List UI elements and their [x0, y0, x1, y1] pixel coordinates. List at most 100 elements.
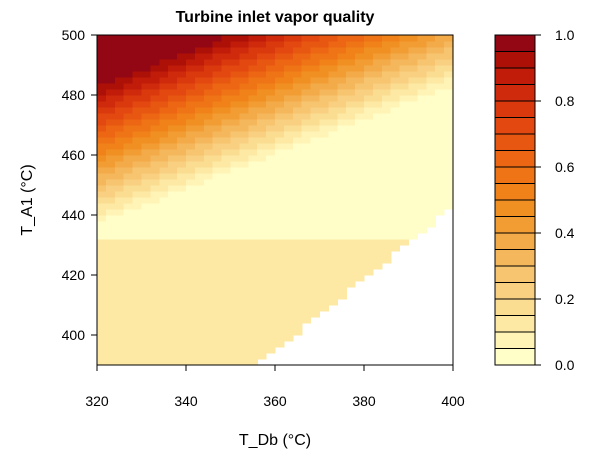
- heatmap-cell: [283, 239, 294, 246]
- heatmap-cell: [230, 203, 240, 210]
- heatmap-cell: [248, 77, 258, 84]
- heatmap-cell: [257, 59, 267, 66]
- heatmap-cell: [177, 107, 187, 114]
- heatmap-cell: [417, 131, 427, 138]
- heatmap-cell: [203, 323, 214, 330]
- heatmap-cell: [150, 257, 160, 264]
- heatmap-cell: [194, 227, 205, 234]
- heatmap-cell: [248, 131, 258, 138]
- heatmap-cell: [221, 113, 232, 120]
- heatmap-cell: [248, 239, 258, 246]
- heatmap-cell: [355, 269, 365, 276]
- heatmap-cell: [292, 173, 303, 180]
- heatmap-cell: [159, 173, 169, 180]
- heatmap-cell: [319, 281, 329, 288]
- heatmap-cell: [114, 353, 125, 360]
- heatmap-cell: [168, 347, 178, 354]
- heatmap-cell: [186, 359, 196, 365]
- heatmap-cell: [399, 47, 410, 54]
- heatmap-cell: [221, 77, 232, 84]
- heatmap-cell: [150, 353, 160, 360]
- heatmap-cell: [381, 95, 392, 102]
- heatmap-cell: [177, 179, 187, 186]
- heatmap-cell: [194, 113, 205, 120]
- heatmap-cell: [275, 299, 285, 306]
- heatmap-cell: [221, 257, 232, 264]
- heatmap-cell: [328, 287, 338, 294]
- heatmap-cell: [123, 83, 134, 90]
- heatmap-cell: [275, 281, 285, 288]
- heatmap-cell: [221, 251, 232, 258]
- heatmap-cell: [239, 311, 249, 318]
- heatmap-cell: [319, 299, 329, 306]
- heatmap-cell: [230, 263, 240, 270]
- heatmap-cell: [212, 245, 223, 252]
- heatmap-cell: [141, 125, 151, 132]
- heatmap-cell: [177, 245, 187, 252]
- heatmap-cell: [364, 143, 374, 150]
- heatmap-cell: [381, 119, 392, 126]
- heatmap-cell: [301, 185, 312, 192]
- heatmap-cell: [435, 41, 445, 48]
- heatmap-cell: [319, 257, 329, 264]
- heatmap-cell: [132, 317, 143, 324]
- heatmap-cell: [283, 65, 294, 72]
- heatmap-cell: [123, 323, 134, 330]
- heatmap-cell: [301, 215, 312, 222]
- heatmap-cell: [221, 65, 232, 72]
- heatmap-cell: [372, 119, 383, 126]
- heatmap-cell: [328, 131, 338, 138]
- heatmap-cell: [444, 119, 453, 126]
- heatmap-cell: [257, 245, 267, 252]
- heatmap-cell: [337, 83, 347, 90]
- heatmap-cell: [239, 119, 249, 126]
- heatmap-cell: [328, 227, 338, 234]
- heatmap-cell: [123, 251, 134, 258]
- heatmap-cell: [97, 281, 107, 288]
- heatmap-cell: [292, 83, 303, 90]
- heatmap-cell: [105, 101, 116, 108]
- heatmap-cell: [337, 287, 347, 294]
- heatmap-cell: [319, 197, 329, 204]
- heatmap-cell: [141, 173, 151, 180]
- heatmap-cell: [399, 113, 410, 120]
- heatmap-cell: [150, 167, 160, 174]
- heatmap-cell: [364, 113, 374, 120]
- heatmap-cell: [132, 275, 143, 282]
- heatmap-cell: [132, 251, 143, 258]
- heatmap-cell: [355, 257, 365, 264]
- heatmap-cell: [266, 335, 276, 342]
- heatmap-cell: [168, 227, 178, 234]
- heatmap-cell: [328, 143, 338, 150]
- heatmap-cell: [435, 119, 445, 126]
- heatmap-cell: [97, 233, 107, 240]
- heatmap-cell: [337, 149, 347, 156]
- heatmap-cell: [301, 263, 312, 270]
- heatmap-cell: [346, 221, 356, 228]
- heatmap-cell: [141, 263, 151, 270]
- heatmap-cell: [381, 53, 392, 60]
- heatmap-cell: [150, 317, 160, 324]
- heatmap-cell: [177, 227, 187, 234]
- heatmap-cell: [132, 167, 143, 174]
- heatmap-cell: [114, 137, 125, 144]
- heatmap-cell: [230, 251, 240, 258]
- heatmap-cell: [381, 251, 392, 258]
- heatmap-cell: [292, 275, 303, 282]
- heatmap-cell: [239, 143, 249, 150]
- colorbar-tick-label: 0.0: [555, 357, 575, 373]
- heatmap-cell: [257, 269, 267, 276]
- heatmap-cell: [114, 215, 125, 222]
- heatmap-cell: [141, 347, 151, 354]
- heatmap-cell: [212, 233, 223, 240]
- heatmap-cell: [123, 293, 134, 300]
- heatmap-cell: [283, 197, 294, 204]
- heatmap-cell: [292, 221, 303, 228]
- heatmap-cell: [417, 179, 427, 186]
- heatmap-cell: [114, 149, 125, 156]
- heatmap-cell: [114, 203, 125, 210]
- colorbar-swatch: [494, 84, 536, 102]
- heatmap-cell: [168, 269, 178, 276]
- heatmap-cell: [257, 107, 267, 114]
- heatmap-cell: [239, 233, 249, 240]
